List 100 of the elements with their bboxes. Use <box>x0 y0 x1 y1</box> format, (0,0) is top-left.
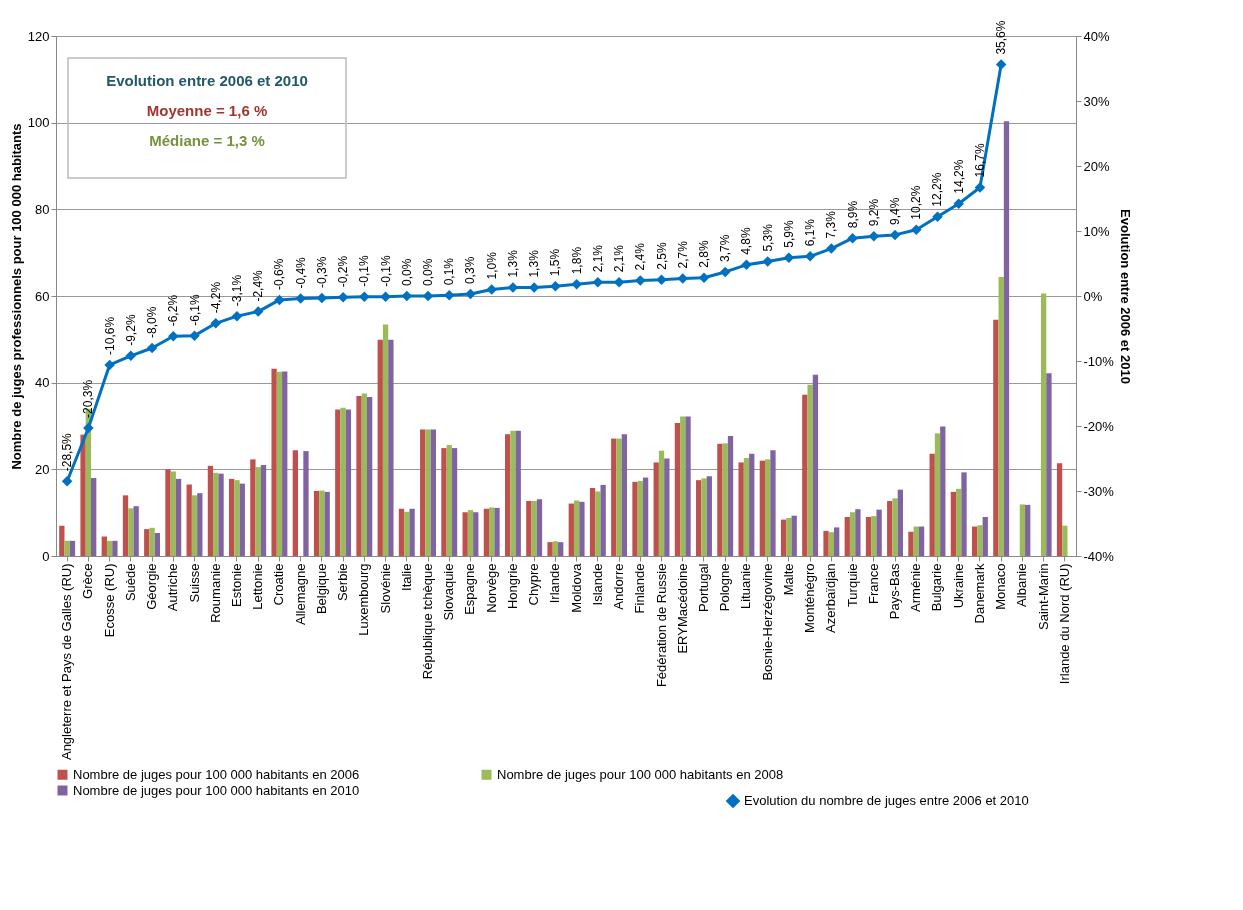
bar <box>552 541 559 556</box>
bar <box>91 478 97 556</box>
bar <box>706 476 712 556</box>
data-label: 1,3% <box>505 249 520 278</box>
bar <box>420 429 426 556</box>
bar <box>1056 463 1063 556</box>
x-tick-label: France <box>865 563 881 604</box>
bar <box>961 472 967 556</box>
bar <box>913 526 919 556</box>
bar <box>971 526 978 556</box>
data-label: 2,4% <box>633 242 648 271</box>
point <box>826 243 837 254</box>
bar <box>303 451 309 556</box>
bar <box>642 477 649 556</box>
bar <box>674 422 681 556</box>
x-tick-label: Ecosse (RU) <box>101 563 117 638</box>
bar <box>239 483 245 556</box>
point <box>465 288 476 300</box>
bar <box>197 493 203 556</box>
x-tick-label: Roumanie <box>207 563 223 623</box>
bar <box>345 409 352 556</box>
y2-axis-title: Evolution entre 2006 et 2010 <box>1117 209 1133 384</box>
point <box>189 330 200 341</box>
point <box>104 359 115 371</box>
bar <box>319 490 325 556</box>
x-tick-label: Saint-Marin <box>1035 563 1051 630</box>
point <box>741 259 752 271</box>
bar <box>69 540 76 556</box>
bar <box>170 471 176 556</box>
x-tick-label: Allemagne <box>292 563 308 625</box>
bar <box>366 396 373 556</box>
y-tick-label: 60 <box>35 288 50 304</box>
data-label: 8,9% <box>845 200 860 229</box>
legend-label: Nombre de juges pour 100 000 habitants en 2010 <box>73 782 360 798</box>
data-label: 14,2% <box>951 159 966 194</box>
bar <box>494 507 500 556</box>
bar <box>515 430 521 556</box>
annotation: Médiane = 1,3 % <box>149 132 265 149</box>
point <box>656 274 667 285</box>
bar <box>780 519 787 556</box>
data-label: 1,8% <box>569 246 584 275</box>
bar <box>977 525 983 556</box>
bar <box>335 409 341 556</box>
data-label: 7,3% <box>824 210 839 239</box>
data-label: 5,9% <box>781 219 796 248</box>
x-tick-label: Lettonie <box>250 563 266 610</box>
bar <box>276 371 283 556</box>
bar <box>834 527 840 556</box>
x-tick-label: Islande <box>589 563 605 606</box>
data-label: -3,1% <box>229 274 244 307</box>
bar <box>186 484 192 556</box>
bar <box>680 416 686 556</box>
point <box>252 306 264 317</box>
x-tick-label: Ukraine <box>950 563 966 609</box>
x-tick-label: Finlande <box>632 563 648 614</box>
bar <box>664 458 670 556</box>
bar <box>361 393 367 556</box>
bar <box>573 500 580 556</box>
point <box>911 224 922 235</box>
y2-tick-label: -30% <box>1083 483 1115 499</box>
bar <box>1019 504 1026 556</box>
bar <box>887 500 893 556</box>
data-label: -28,5% <box>60 432 75 472</box>
bar <box>600 484 606 556</box>
x-tick-label: Suisse <box>186 563 202 603</box>
point <box>486 284 497 295</box>
x-tick-label: Slovénie <box>377 563 393 614</box>
bar <box>632 481 638 556</box>
x-tick-label: Malte <box>780 563 796 596</box>
y-tick-label: 40 <box>35 375 50 391</box>
bar <box>568 503 574 556</box>
bar <box>791 515 797 556</box>
bar <box>128 508 134 556</box>
bar <box>271 368 277 556</box>
bar <box>377 339 383 556</box>
bar <box>765 459 771 556</box>
x-tick-label: Azerbaïdjan <box>823 563 839 633</box>
data-label: 2,1% <box>612 244 627 273</box>
bar <box>621 434 628 556</box>
bar <box>611 438 617 556</box>
x-tick-label: Belgique <box>313 563 329 615</box>
x-tick-label: Slovaquie <box>441 563 457 621</box>
bar <box>1040 293 1047 556</box>
bar <box>526 500 532 556</box>
bar <box>441 448 447 556</box>
data-label: -0,6% <box>272 258 287 290</box>
x-tick-label: Italie <box>398 563 414 591</box>
x-tick-label: République tchèque <box>420 563 436 680</box>
data-label: 3,7% <box>718 234 733 262</box>
bar <box>106 540 113 556</box>
bar <box>451 448 458 556</box>
bar <box>876 509 882 556</box>
data-label: -9,2% <box>123 314 138 346</box>
point <box>168 331 179 342</box>
bar <box>483 508 490 556</box>
bar <box>812 374 819 556</box>
bar <box>871 516 877 556</box>
annotation: Moyenne = 1,6 % <box>146 102 268 119</box>
point <box>83 422 94 434</box>
bar <box>133 506 139 556</box>
